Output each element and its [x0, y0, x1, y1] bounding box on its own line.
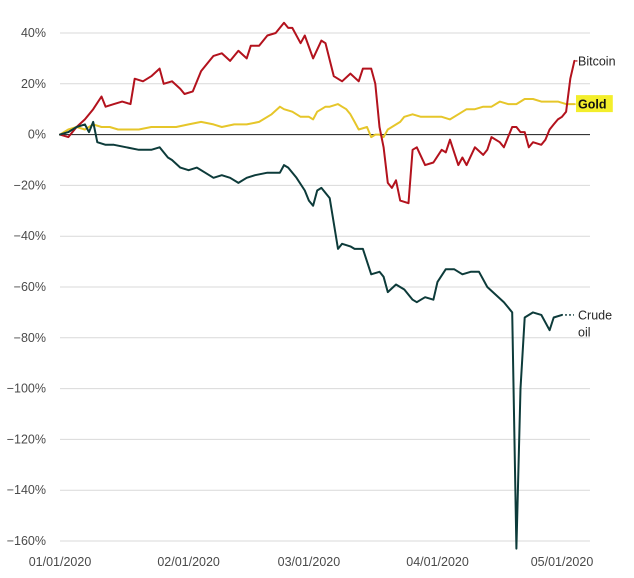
y-tick-label: −120% — [7, 432, 46, 446]
series-label-crude-oil: Crude — [578, 308, 612, 322]
y-tick-label: 40% — [21, 26, 46, 40]
y-tick-label: −80% — [14, 331, 46, 345]
y-tick-label: 20% — [21, 77, 46, 91]
series-label-crude-oil: oil — [578, 325, 591, 339]
x-tick-label: 04/01/2020 — [406, 555, 469, 569]
series-line-bitcoin — [59, 21, 576, 205]
y-tick-label: −100% — [7, 382, 46, 396]
x-tick-label: 01/01/2020 — [29, 555, 92, 569]
series-line-crude-oil — [59, 120, 563, 550]
x-tick-label: 02/01/2020 — [157, 555, 220, 569]
series-line-gold — [59, 98, 576, 139]
series-label-gold: Gold — [578, 98, 606, 112]
y-tick-label: −160% — [7, 534, 46, 548]
y-tick-label: −60% — [14, 280, 46, 294]
y-tick-label: 0% — [28, 128, 46, 142]
x-tick-label: 05/01/2020 — [531, 555, 594, 569]
x-tick-label: 03/01/2020 — [278, 555, 341, 569]
y-tick-label: −20% — [14, 178, 46, 192]
series-label-bitcoin: Bitcoin — [578, 54, 616, 68]
y-tick-label: −140% — [7, 483, 46, 497]
series-label-highlight — [576, 95, 613, 113]
y-tick-label: −40% — [14, 229, 46, 243]
